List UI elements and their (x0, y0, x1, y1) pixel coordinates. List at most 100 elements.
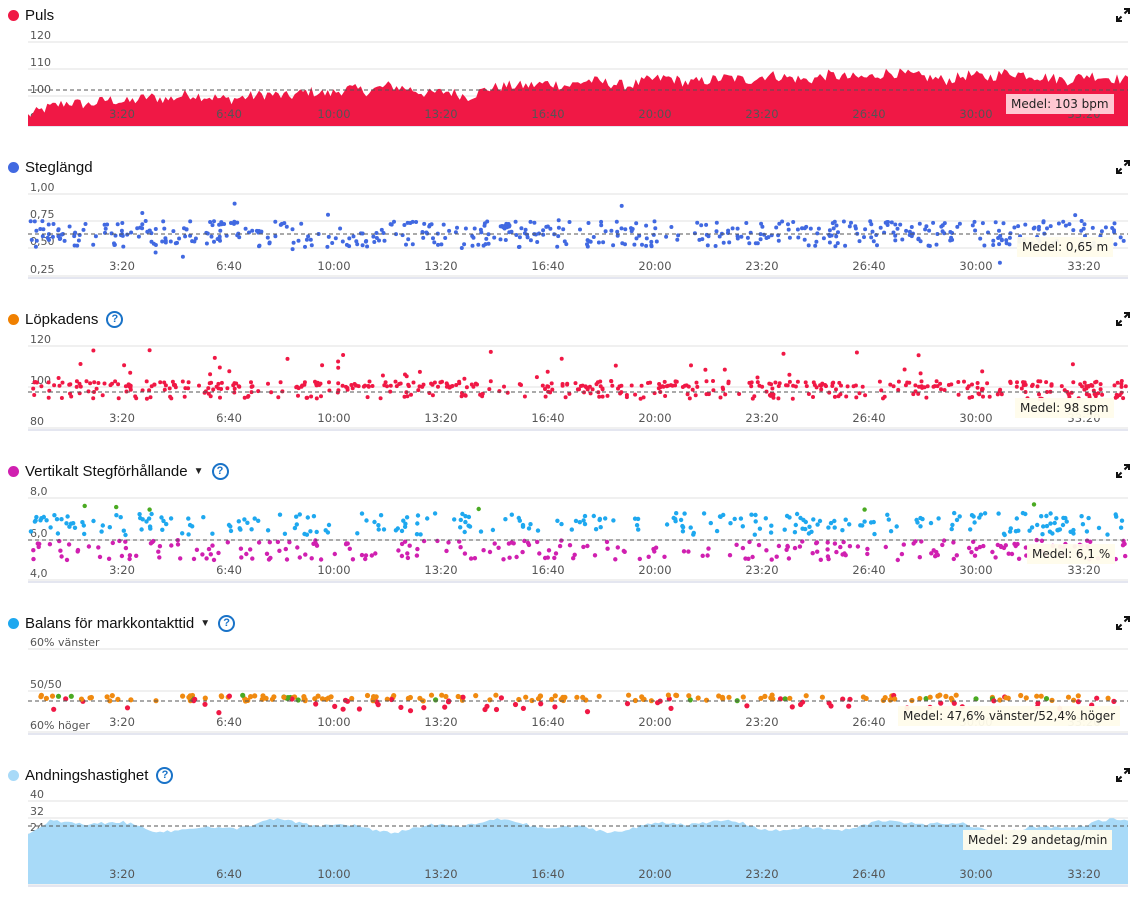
data-point (634, 221, 639, 226)
data-point (480, 391, 485, 396)
data-point (245, 520, 250, 525)
legend-dot-icon (8, 9, 19, 21)
data-point (260, 693, 266, 699)
data-point (225, 540, 230, 545)
x-tick-label: 20:00 (638, 715, 671, 729)
help-icon[interactable]: ? (106, 310, 124, 328)
data-point (82, 503, 87, 509)
expand-icon[interactable] (1116, 312, 1130, 326)
data-point (711, 388, 716, 393)
data-point (714, 220, 719, 225)
data-point (869, 222, 874, 227)
data-point (780, 219, 785, 224)
data-point (136, 234, 141, 239)
data-point (473, 693, 479, 699)
data-point (705, 243, 710, 248)
expand-icon[interactable] (1116, 160, 1130, 174)
data-point (1048, 521, 1053, 526)
x-tick-label: 6:40 (216, 715, 242, 729)
metric-dropdown-caret-icon[interactable]: ▼ (200, 617, 211, 629)
expand-icon[interactable] (1116, 768, 1130, 782)
data-point (578, 227, 582, 232)
data-point (507, 230, 512, 235)
data-point (575, 387, 580, 392)
data-point (341, 353, 346, 357)
data-point (169, 543, 174, 548)
x-tick-label: 33:20 (1067, 563, 1100, 577)
data-point (1014, 516, 1019, 521)
data-point (661, 384, 666, 389)
x-tick-label: 30:00 (959, 259, 992, 273)
data-point (417, 695, 423, 701)
data-point (991, 238, 996, 243)
data-point (662, 554, 667, 559)
data-point (249, 390, 254, 395)
data-point (378, 513, 384, 518)
data-point (292, 525, 298, 531)
data-point (59, 517, 64, 522)
data-point (1098, 382, 1103, 387)
metric-dropdown-caret-icon[interactable]: ▼ (193, 465, 204, 477)
data-point (819, 387, 824, 392)
data-point (363, 556, 368, 562)
data-point (216, 550, 221, 556)
expand-icon[interactable] (1116, 8, 1130, 22)
data-point (939, 224, 944, 229)
data-point (211, 387, 216, 392)
data-point (997, 697, 1003, 703)
data-point (1043, 696, 1050, 702)
x-tick-label: 13:20 (424, 107, 457, 121)
data-point (332, 703, 338, 709)
data-point (654, 239, 659, 244)
data-point (543, 387, 547, 391)
x-tick-label: 16:40 (531, 259, 564, 273)
data-point (214, 384, 219, 389)
data-point (598, 379, 603, 384)
data-point (760, 224, 765, 229)
data-point (138, 515, 143, 521)
data-point (752, 532, 757, 537)
data-point (995, 392, 1000, 397)
data-point (862, 519, 867, 524)
data-point (454, 383, 459, 387)
data-point (638, 396, 643, 401)
data-point (123, 545, 129, 551)
data-point (814, 540, 820, 545)
data-point (186, 380, 191, 385)
help-icon[interactable]: ? (156, 766, 174, 784)
data-point (74, 379, 79, 384)
data-point (1119, 384, 1124, 389)
expand-icon[interactable] (1116, 616, 1130, 630)
help-icon[interactable]: ? (218, 614, 236, 632)
data-point (462, 529, 467, 535)
data-point (996, 511, 1001, 516)
data-point (1036, 379, 1041, 384)
x-tick-label: 23:20 (745, 259, 778, 273)
data-point (542, 555, 548, 561)
data-point (740, 545, 746, 551)
x-tick-label: 6:40 (216, 563, 242, 577)
data-point (470, 234, 475, 238)
data-point (501, 557, 506, 562)
data-point (525, 232, 530, 237)
data-point (1007, 235, 1012, 240)
data-point (952, 510, 957, 516)
data-point (714, 229, 719, 234)
help-icon[interactable]: ? (211, 462, 229, 480)
data-point (414, 553, 420, 558)
data-point (704, 379, 709, 384)
data-point (66, 542, 72, 547)
data-point (504, 221, 509, 226)
data-point (981, 394, 985, 399)
legend-dot-icon (8, 313, 19, 325)
data-point (520, 522, 526, 528)
expand-icon[interactable] (1116, 464, 1130, 478)
data-point (883, 220, 888, 225)
data-point (123, 539, 128, 544)
data-point (977, 515, 982, 520)
data-point (680, 523, 685, 529)
data-point (319, 394, 323, 399)
data-point (826, 556, 831, 562)
data-point (956, 380, 961, 384)
data-point (180, 254, 185, 259)
